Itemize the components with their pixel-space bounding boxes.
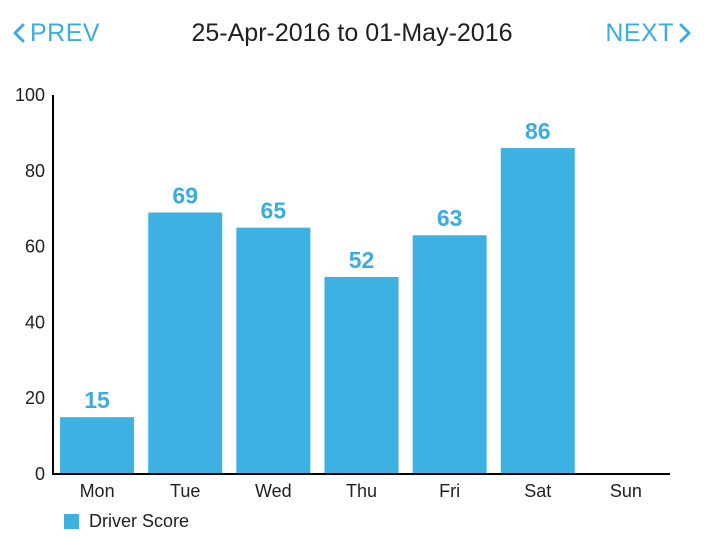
- bar-value-label: 52: [349, 247, 375, 273]
- bar: [412, 235, 487, 474]
- x-tick-label: Sun: [610, 481, 642, 501]
- next-label: NEXT: [605, 18, 674, 47]
- bar-value-label: 15: [84, 387, 110, 413]
- x-tick-label: Tue: [170, 481, 200, 501]
- chevron-left-icon: [13, 23, 25, 43]
- bar-value-label: 63: [437, 205, 463, 231]
- next-button[interactable]: NEXT: [605, 17, 692, 49]
- bar: [500, 148, 575, 474]
- bar: [60, 417, 135, 474]
- x-tick-label: Thu: [346, 481, 377, 501]
- chart-header: PREV 25-Apr-2016 to 01-May-2016 NEXT: [0, 0, 704, 66]
- bar: [148, 212, 223, 475]
- y-tick-label: 20: [25, 388, 45, 408]
- bar: [236, 227, 311, 474]
- bar-chart: 0 20 40 60 80 100 15 Mon 69 Tue 65 Wed 52 Thu 63 Fri 86 S…: [15, 85, 670, 501]
- prev-button[interactable]: PREV: [12, 17, 100, 49]
- bar-value-label: 86: [525, 118, 551, 144]
- y-tick-label: 40: [25, 312, 45, 332]
- prev-label: PREV: [30, 18, 101, 47]
- legend-swatch: [64, 514, 79, 529]
- legend-label: Driver Score: [89, 511, 190, 531]
- bar-value-label: 69: [172, 182, 198, 208]
- date-range-title: 25-Apr-2016 to 01-May-2016: [191, 19, 513, 47]
- chevron-right-icon: [679, 23, 691, 43]
- x-tick-label: Fri: [439, 481, 460, 501]
- bar-value-label: 65: [261, 198, 287, 224]
- x-tick-label: Sat: [524, 481, 551, 501]
- y-tick-label: 0: [35, 464, 45, 484]
- bar: [324, 276, 399, 474]
- y-tick-label: 80: [25, 161, 45, 181]
- x-tick-label: Mon: [80, 481, 115, 501]
- y-tick-label: 60: [25, 237, 45, 257]
- y-tick-label: 100: [15, 85, 45, 105]
- legend: Driver Score: [64, 511, 189, 532]
- x-tick-label: Wed: [255, 481, 292, 501]
